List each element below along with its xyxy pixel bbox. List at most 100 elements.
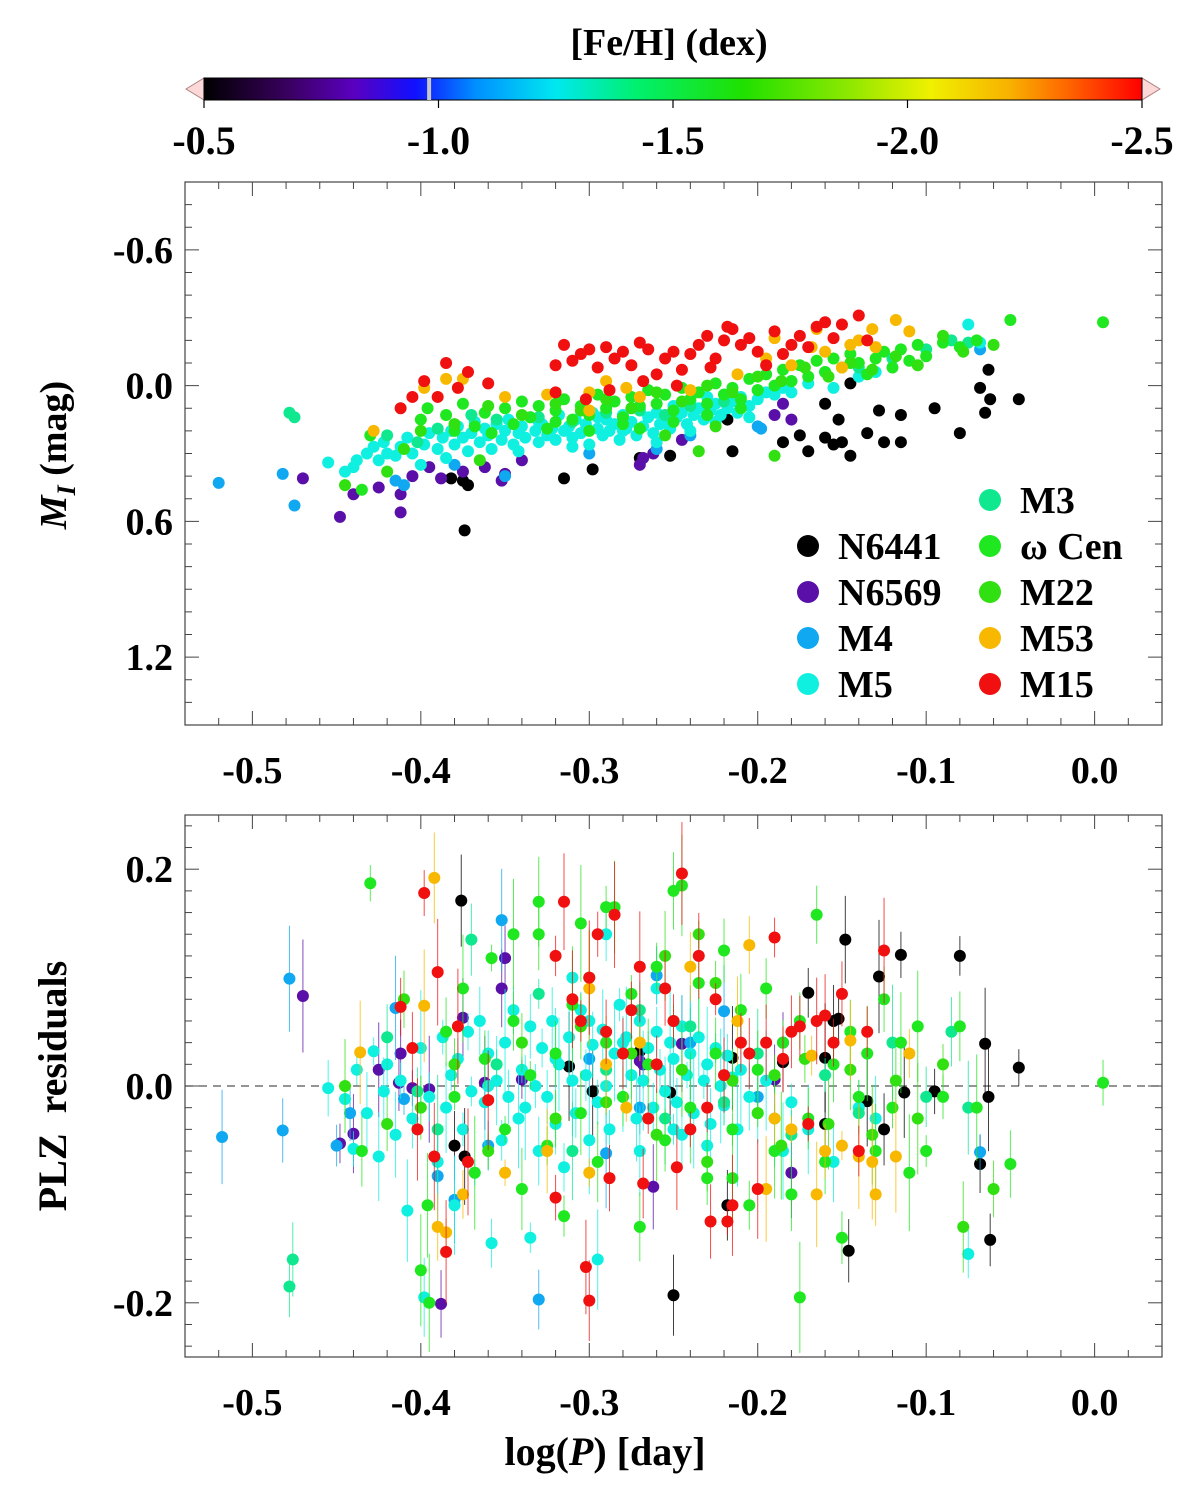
top-ylabel-sub: I: [52, 484, 81, 496]
colorbar-left-arrow: [185, 77, 205, 101]
bottom-ytick-label: -0.2: [113, 1283, 173, 1325]
point-m15: [583, 971, 596, 984]
bottom-panel: -0.5 -0.4 -0.3 -0.2 -0.1 0.0 -0.2 0.0 0.2 PLZ re…: [30, 814, 1163, 1474]
point-cen: [549, 1047, 562, 1060]
point-m4: [755, 422, 768, 435]
point-n6441: [894, 948, 907, 961]
point-m15: [583, 1294, 596, 1307]
point-m15: [591, 928, 604, 941]
point-m15: [704, 361, 717, 374]
point-m4: [330, 1139, 343, 1152]
point-m15: [625, 359, 638, 372]
point-m3: [920, 1090, 933, 1103]
top-panel: -0.5 -0.4 -0.3 -0.2 -0.1 0.0 -0.6 0.0 0.6 1.2 MI …: [33, 181, 1163, 792]
point-n6441: [802, 986, 815, 999]
point-m22: [775, 375, 788, 388]
point-m22: [751, 370, 764, 383]
point-cen: [667, 415, 680, 428]
point-cen: [751, 384, 764, 397]
point-n6441: [873, 404, 886, 417]
point-cen: [440, 1025, 453, 1038]
point-cen: [911, 338, 924, 351]
point-cen: [616, 418, 629, 431]
point-m4: [600, 1147, 613, 1160]
point-cen: [869, 1145, 882, 1158]
point-m22: [937, 329, 950, 342]
bottom-xtick-label: -0.2: [728, 1382, 788, 1424]
point-m15: [650, 1058, 663, 1071]
point-n6441: [878, 436, 891, 449]
point-m15: [431, 966, 444, 979]
point-m15: [461, 1155, 474, 1168]
point-m22: [414, 424, 427, 437]
point-m5: [751, 393, 764, 406]
point-m15: [579, 393, 592, 406]
point-n6441: [819, 397, 832, 410]
point-m5: [586, 1038, 599, 1051]
point-n6441: [458, 524, 471, 537]
point-m15: [600, 1025, 613, 1038]
point-cen: [810, 354, 823, 367]
point-m53: [354, 1046, 367, 1059]
point-cen: [852, 357, 865, 369]
point-m22: [625, 1047, 638, 1060]
point-cen: [911, 1020, 924, 1033]
point-n6569: [776, 397, 789, 410]
point-m4: [448, 458, 461, 471]
point-cen: [743, 1199, 756, 1212]
point-n6569: [435, 472, 448, 485]
colorbar-tick-label: -2.0: [876, 118, 939, 163]
legend-marker-cen: [979, 535, 1001, 557]
point-m22: [414, 1101, 427, 1114]
point-n6441: [878, 1123, 891, 1136]
point-cen: [835, 1231, 848, 1244]
point-m3: [283, 406, 296, 419]
point-m5: [519, 1101, 532, 1114]
point-cen: [785, 1188, 798, 1201]
point-m5: [591, 1253, 604, 1266]
legend-label-n6441: N6441: [838, 526, 941, 568]
point-n6569: [495, 982, 508, 995]
point-cen: [937, 1090, 950, 1103]
point-m15: [776, 1052, 789, 1065]
point-cen: [642, 1058, 655, 1071]
point-m3: [411, 436, 424, 449]
point-m22: [911, 359, 924, 372]
point-m15: [743, 1047, 756, 1060]
point-n6441: [558, 472, 571, 485]
point-m53: [583, 404, 596, 417]
point-m15: [616, 1047, 629, 1060]
point-m5: [743, 1090, 756, 1103]
point-m5: [785, 1096, 798, 1109]
point-m53: [499, 1166, 512, 1179]
point-cen: [355, 483, 368, 496]
point-m3: [490, 413, 503, 426]
point-n6441: [664, 449, 677, 462]
point-n6441: [726, 445, 739, 458]
point-m4: [212, 476, 225, 489]
point-m22: [397, 442, 410, 455]
point-cen: [793, 1291, 806, 1304]
point-m15: [461, 366, 474, 379]
point-m22: [675, 1063, 688, 1076]
point-m5: [650, 1025, 663, 1038]
point-m53: [600, 1058, 613, 1071]
legend-marker-m22: [979, 581, 1001, 603]
point-m15: [785, 338, 798, 351]
point-m5: [827, 1155, 840, 1168]
point-m22: [701, 379, 714, 392]
point-m53: [456, 1188, 469, 1201]
point-m15: [878, 944, 891, 957]
point-m5: [613, 433, 626, 446]
colorbar-title: [Fe/H] (dex): [570, 22, 767, 64]
point-m15: [675, 867, 688, 880]
point-m5: [350, 454, 363, 467]
point-m15: [726, 323, 739, 336]
point-n6569: [394, 488, 407, 501]
point-m15: [549, 1191, 562, 1204]
point-m22: [448, 1058, 461, 1071]
point-m15: [440, 1245, 453, 1258]
point-m15: [718, 334, 731, 347]
point-m15: [721, 1215, 734, 1228]
